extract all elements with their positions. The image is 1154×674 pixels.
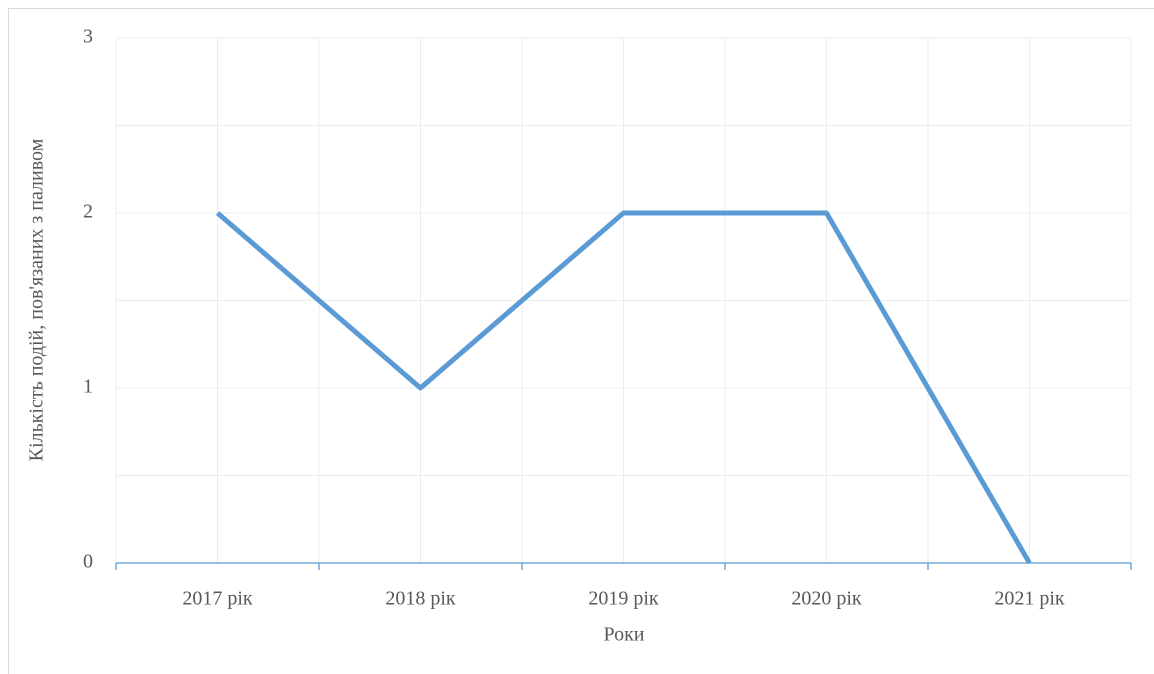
y-tick-label: 2 — [83, 201, 93, 223]
y-axis-label: Кількість подій, пов'язаних з паливом — [26, 138, 48, 461]
data-line — [215, 210, 1032, 565]
y-tick-label: 0 — [83, 551, 93, 573]
x-tick-label: 2017 рік — [182, 588, 253, 610]
x-tick-label: 2021 рік — [994, 588, 1065, 610]
x-tick-label: 2019 рік — [588, 588, 659, 610]
chart-border — [8, 8, 1154, 674]
x-tick-label: 2020 рік — [791, 588, 862, 610]
x-axis-label: Роки — [603, 624, 644, 646]
y-tick-label: 1 — [83, 376, 93, 398]
y-tick-label: 3 — [83, 26, 93, 48]
x-tick-label: 2018 рік — [385, 588, 456, 610]
